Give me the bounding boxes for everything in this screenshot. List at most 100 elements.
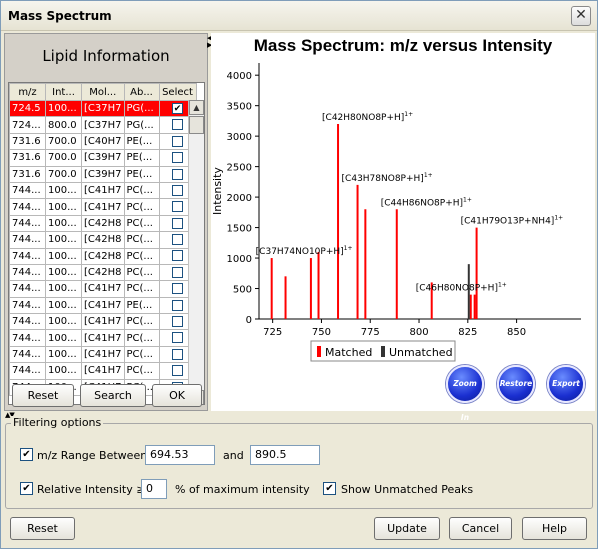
table-row[interactable]: 744... 100... [C42H8 PC(... [9, 263, 197, 282]
column-header-abbreviation[interactable]: Ab... [123, 83, 160, 101]
help-button[interactable]: Help [522, 517, 587, 540]
cell-molecule: [C37H7 [81, 99, 125, 118]
select-checkbox[interactable] [172, 348, 183, 360]
select-checkbox[interactable] [172, 119, 183, 131]
cell-mz: 731.6 [9, 132, 46, 151]
table-row[interactable]: 744... 100... [C42H8 PC(... [9, 214, 197, 233]
select-checkbox[interactable] [172, 283, 183, 295]
cell-abbreviation: PC(... [123, 313, 160, 331]
select-checkbox[interactable] [172, 299, 183, 311]
cell-abbreviation: PC(... [123, 231, 160, 249]
x-tick-label: 850 [507, 327, 526, 338]
legend-matched-label: Matched [325, 346, 372, 359]
cell-mz: 744... [9, 181, 46, 200]
mz-range-checkbox[interactable]: ✔ [20, 448, 33, 461]
export-button[interactable]: Export [547, 365, 585, 403]
cell-abbreviation: PE(... [123, 165, 160, 183]
mz-max-input[interactable]: 890.5 [250, 445, 320, 465]
table-row[interactable]: 724.5 100... [C37H7 PG(... ✔ [9, 99, 197, 118]
cell-mz: 724.5 [9, 99, 46, 118]
cell-abbreviation: PE(... [123, 296, 160, 315]
x-tick-label: 825 [458, 327, 477, 338]
y-tick-label: 3500 [227, 102, 252, 113]
table-row[interactable]: 724... 800.0 [C37H7 PG(... [9, 116, 197, 134]
legend-unmatched-label: Unmatched [389, 346, 453, 359]
peak-annotation: [C46H80NO8P+H]1+ [416, 282, 507, 294]
title-bar: Mass Spectrum ✕ [1, 1, 597, 31]
select-checkbox[interactable] [172, 266, 183, 278]
select-checkbox[interactable] [172, 316, 183, 328]
column-header-mz[interactable]: m/z [9, 83, 46, 101]
reset-button[interactable]: Reset [10, 517, 75, 540]
cancel-button[interactable]: Cancel [449, 517, 512, 540]
table-row[interactable]: 744... 100... [C42H8 PC(... [9, 247, 197, 265]
select-checkbox[interactable] [172, 234, 183, 246]
peak-annotation: [C43H78NO8P+H]1+ [342, 172, 433, 184]
column-header-select[interactable]: Select [158, 83, 197, 101]
select-checkbox[interactable] [172, 250, 183, 262]
cell-intensity: 100... [45, 329, 82, 347]
splitter-arrows-icon[interactable]: ▲▼ [5, 411, 15, 419]
cell-select [158, 181, 197, 200]
cell-abbreviation: PG(... [123, 116, 160, 134]
cell-abbreviation: PC(... [123, 280, 160, 298]
restore-button[interactable]: Restore [497, 365, 535, 403]
column-header-intensity[interactable]: Int... [45, 83, 82, 101]
select-checkbox[interactable] [172, 135, 183, 147]
close-button[interactable]: ✕ [571, 6, 591, 26]
collapse-left-arrow-icon[interactable]: ◀ ▶ [207, 34, 213, 49]
select-checkbox[interactable]: ✔ [172, 102, 183, 114]
mz-min-input[interactable]: 694.53 [145, 445, 215, 465]
cell-mz: 744... [9, 231, 46, 249]
select-checkbox[interactable] [172, 152, 183, 164]
table-vertical-scrollbar[interactable]: ▲ ▼ [188, 100, 204, 404]
update-button[interactable]: Update [374, 517, 440, 540]
ok-button[interactable]: OK [152, 384, 202, 407]
legend-matched-swatch [317, 346, 321, 357]
peak-annotation: [C44H86NO8P+H]1+ [381, 196, 472, 208]
cell-molecule: [C41H7 [81, 280, 125, 298]
cell-intensity: 100... [45, 198, 82, 216]
show-unmatched-checkbox[interactable]: ✔ [323, 482, 336, 495]
select-checkbox[interactable] [172, 184, 183, 196]
cell-molecule: [C42H8 [81, 231, 125, 249]
x-tick-label: 775 [361, 327, 380, 338]
table-row[interactable]: 744... 100... [C41H7 PE(... [9, 296, 197, 315]
select-checkbox[interactable] [172, 332, 183, 344]
relative-intensity-label: Relative Intensity ≥ [37, 483, 146, 496]
column-header-molecule[interactable]: Mol... [81, 83, 125, 101]
relative-intensity-checkbox[interactable]: ✔ [20, 482, 33, 495]
select-checkbox[interactable] [172, 168, 183, 180]
select-checkbox[interactable] [172, 217, 183, 229]
legend-unmatched-swatch [381, 346, 385, 357]
cell-molecule: [C41H7 [81, 198, 125, 216]
cell-mz: 731.6 [9, 149, 46, 167]
cell-intensity: 100... [45, 313, 82, 331]
window-title: Mass Spectrum [8, 9, 112, 23]
table-row[interactable]: 731.6 700.0 [C39H7 PE(... [9, 165, 197, 183]
select-checkbox[interactable] [172, 365, 183, 377]
search-button[interactable]: Search [80, 384, 146, 407]
scroll-thumb[interactable] [189, 116, 204, 134]
table-row[interactable]: 731.6 700.0 [C39H7 PE(... [9, 149, 197, 167]
cell-select [158, 132, 197, 151]
table-header-row: m/z Int... Mol... Ab... Select [9, 83, 197, 101]
select-checkbox[interactable] [172, 201, 183, 213]
y-tick-label: 2500 [227, 163, 252, 174]
y-tick-label: 1000 [227, 254, 252, 265]
table-row[interactable]: 744... 100... [C42H8 PC(... [9, 231, 197, 249]
zoom-in-button[interactable]: Zoom In [446, 365, 484, 422]
table-reset-button[interactable]: Reset [12, 384, 74, 407]
table-row[interactable]: 731.6 700.0 [C40H7 PE(... [9, 132, 197, 151]
scroll-up-arrow-icon[interactable]: ▲ [189, 100, 204, 115]
relative-intensity-input[interactable]: 0 [141, 479, 167, 499]
cell-intensity: 100... [45, 247, 82, 265]
